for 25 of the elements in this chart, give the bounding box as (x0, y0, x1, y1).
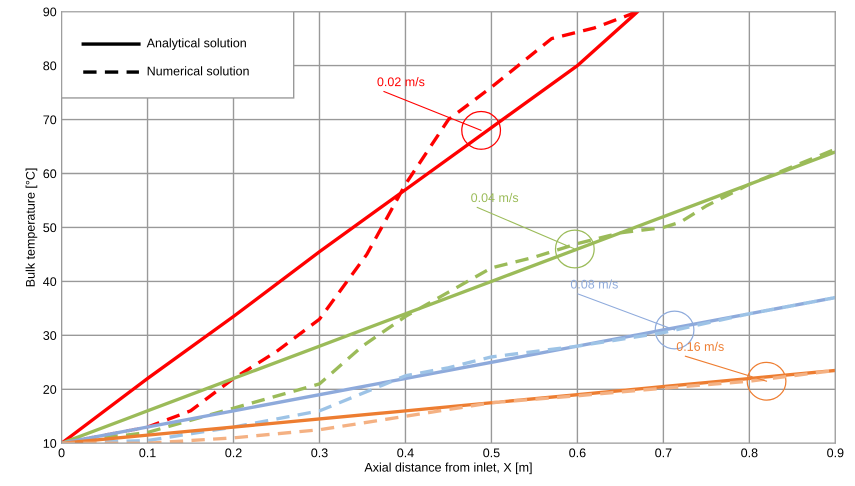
x-tick-label: 0.5 (483, 448, 500, 458)
y-tick-label: 80 (43, 61, 56, 70)
y-tick-label: 70 (43, 115, 56, 124)
x-tick-label: 0.7 (655, 448, 672, 458)
y-tick-label: 10 (44, 439, 56, 448)
x-tick-label: 0.4 (397, 448, 414, 458)
y-tick-label: 60 (43, 169, 56, 178)
annotation: 0.02 m/s (377, 77, 424, 86)
x-axis-title: Axial distance from inlet, X [m] (364, 462, 532, 474)
annotation: 0.16 m/s (676, 342, 724, 351)
x-tick-label: 0.6 (569, 448, 586, 458)
y-tick-label: 20 (43, 385, 56, 394)
y-tick-label: 30 (43, 331, 56, 340)
annotation: Numerical solution (148, 66, 249, 76)
x-tick-label: 0.9 (827, 448, 844, 458)
x-tick-label: 0.2 (225, 448, 242, 458)
x-tick-label: 0.3 (311, 448, 328, 458)
annotation: Analytical solution (146, 38, 246, 50)
y-tick-label: 50 (43, 223, 56, 232)
y-axis-title: Bulk temperature [°C] (26, 168, 38, 286)
y-tick-label: 40 (43, 277, 56, 286)
x-tick-label: 0.1 (139, 448, 156, 458)
y-tick-label: 90 (43, 7, 56, 16)
x-tick-label: 0 (58, 448, 65, 458)
x-tick-label: 0.8 (741, 448, 758, 458)
